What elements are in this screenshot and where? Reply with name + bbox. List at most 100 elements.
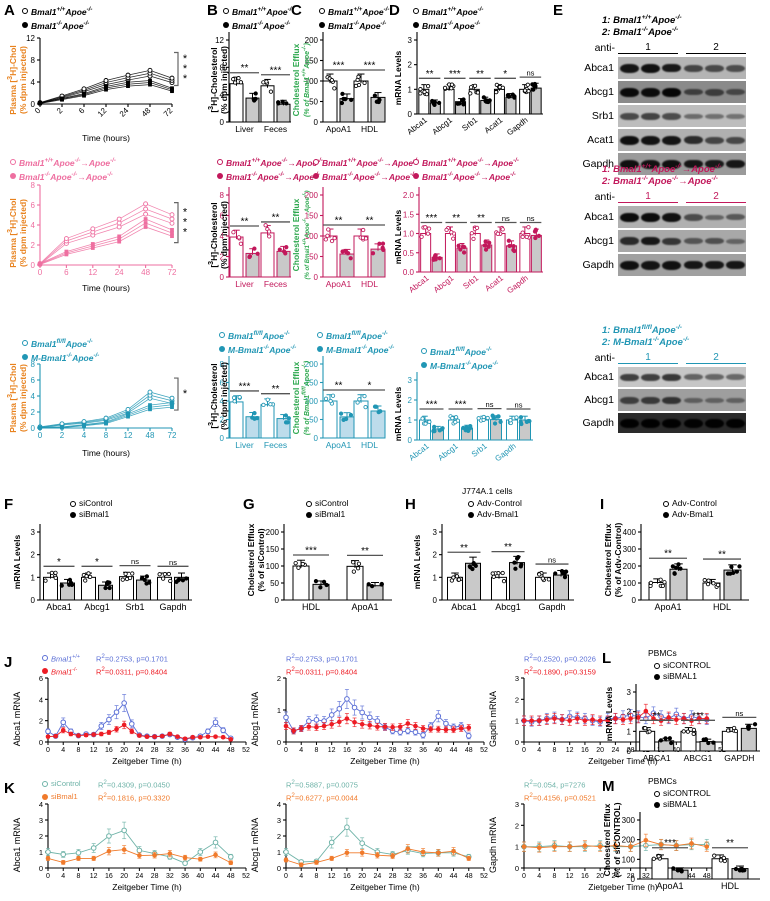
x-tick: 20 <box>120 873 128 880</box>
data-point <box>281 249 287 254</box>
legend-marker-open-icon <box>413 158 419 165</box>
data-point <box>519 421 524 427</box>
x-tick-label: Srb1 <box>460 115 479 133</box>
stats-text: R2=0.2753, p=0.1701 <box>286 653 358 664</box>
blot-band <box>641 160 661 169</box>
x-tick: 16 <box>105 747 113 754</box>
legend-A2: Bmal1+/+Apoe-/-→Apoe-/- Bmal1-/-Apoe-/-→A… <box>10 155 116 183</box>
bar <box>443 88 455 115</box>
significance-marker: ** <box>361 546 369 557</box>
legend-item: Bmal1+/+Apoe-/- <box>223 4 293 18</box>
x-tick: 8 <box>553 747 557 754</box>
x-tick-label: Abca1 <box>451 602 477 612</box>
y-tick: 0 <box>275 596 280 605</box>
y-axis-label-C3: Cholesterol Efflux (% of Bmal1fl/flApoe-/… <box>291 360 311 436</box>
x-tick: 32 <box>166 873 174 880</box>
legend-marker-filled-icon <box>306 511 312 518</box>
chart-L: 0 1 2 3 ** ABCA1 *** ABCG1 ns GAPDH <box>627 684 760 763</box>
significance-marker: ns <box>548 556 556 565</box>
x-tick-label: Gapdh <box>505 115 529 137</box>
data-point <box>745 724 751 729</box>
data-point <box>472 83 478 88</box>
data-point <box>232 399 237 404</box>
data-point <box>323 237 328 242</box>
data-point <box>703 737 709 742</box>
significance-marker: ns <box>735 709 743 718</box>
x-tick: 28 <box>151 873 159 880</box>
blot-band <box>726 65 745 72</box>
data-point <box>711 740 716 745</box>
y-axis-label: Abca1 mRNA <box>12 817 22 873</box>
blot-band <box>726 89 745 96</box>
lane-group-1: 1 <box>618 42 678 54</box>
x-tick: 32 <box>166 747 174 754</box>
x-tick: 24 <box>118 106 131 119</box>
significance-marker: * <box>183 227 188 239</box>
y-tick: 12 <box>215 36 224 45</box>
blot-protein-label: Abcg1 <box>584 394 614 407</box>
chart-I: 0 100 200 300 400 ** ApoA1 ** HDL <box>623 524 749 612</box>
data-point <box>662 580 667 585</box>
x-axis-label: Zeitgeber Time (h) <box>588 756 658 766</box>
blot-band <box>620 373 639 381</box>
data-point <box>107 585 112 591</box>
x-tick: 8 <box>77 873 81 880</box>
data-point <box>449 82 455 87</box>
x-tick: 32 <box>404 873 412 880</box>
blot-band <box>704 374 724 381</box>
data-point <box>324 582 329 588</box>
y-tick: 0 <box>220 434 225 443</box>
data-point <box>505 93 511 98</box>
blot-band <box>620 396 639 404</box>
stats-legend-row: R2=0.0311, p=0.8404 <box>286 665 358 678</box>
blot-row: Acat1 <box>572 129 770 152</box>
x-tick: 24 <box>135 747 143 754</box>
panel-C3: Bmal1fl/flApoe-/- M-Bmal1-/-Apoe-/- 0 50 100… <box>289 318 394 466</box>
circadian-plot: siControl R2=0.4309, p=0.0450 siBmal1 R2=0.… <box>12 778 252 898</box>
y-tick: 1 <box>277 848 281 857</box>
panel-C: Bmal1+/+Apoe-/- Bmal1-/-Apoe-/- 0 50 100 150 2… <box>289 0 389 150</box>
data-point <box>463 428 468 433</box>
data-point <box>231 76 236 82</box>
bar <box>229 83 244 123</box>
x-tick-label: ApoA1 <box>326 124 352 134</box>
data-point <box>370 251 376 256</box>
x-tick: 0 <box>522 747 526 754</box>
legend-B2: Bmal1+/+Apoe-/-→Apoe-/- Bmal1-/-Apoe-/-→A… <box>217 155 323 183</box>
y-axis-label-F: mRNA Levels <box>12 534 22 590</box>
legend-label: Bmal1-/-Apoe-/- <box>422 19 481 31</box>
stats-legend-row: R2=0.2520, p=0.2026 <box>524 652 596 665</box>
stats-legend: Bmal1+/+ R2=0.2753, p=0.1701 Bmal1-/- R2=0.… <box>42 652 168 677</box>
legend-marker-filled-icon <box>413 172 419 179</box>
data-point <box>461 102 466 107</box>
x-tick: 32 <box>404 747 412 754</box>
bar <box>260 404 275 439</box>
x-tick-label: HDL <box>713 602 731 612</box>
data-point <box>284 101 289 106</box>
stats-text: R2=0.1816, p=0.3320 <box>98 791 170 803</box>
significance-marker: *** <box>426 400 438 411</box>
x-tick: 0 <box>38 268 43 277</box>
lane-group-1: 1 <box>618 191 678 203</box>
chart-G: 0 50 100 150 200 *** HDL ** ApoA1 <box>266 524 392 612</box>
chart-C2: 0 50 100 150 200 ** ApoA1 ** HDL <box>305 187 386 289</box>
significance-marker: ** <box>718 550 726 561</box>
x-tick: 8 <box>315 747 319 754</box>
data-point <box>254 416 260 421</box>
y-axis-label-D: mRNA Levels <box>393 50 403 106</box>
legend-I: Adv-Control Adv-Bmal1 <box>663 498 717 520</box>
anti-label: anti- <box>594 190 615 203</box>
y-tick: 1 <box>515 717 519 726</box>
blot-band <box>683 214 703 221</box>
data-point <box>423 421 428 426</box>
legend-marker-open-icon <box>217 158 223 165</box>
data-point <box>377 241 382 246</box>
data-point <box>537 572 542 577</box>
stats-legend: R2=0.2520, p=0.2026 R2=0.1890, p=0.3159 <box>524 652 596 677</box>
blot-band <box>620 87 639 97</box>
blot-band-image <box>618 206 746 229</box>
x-tick: 48 <box>465 873 473 880</box>
data-point <box>643 726 648 731</box>
legend-label: Bmal1-/-Apoe-/- <box>328 19 387 31</box>
